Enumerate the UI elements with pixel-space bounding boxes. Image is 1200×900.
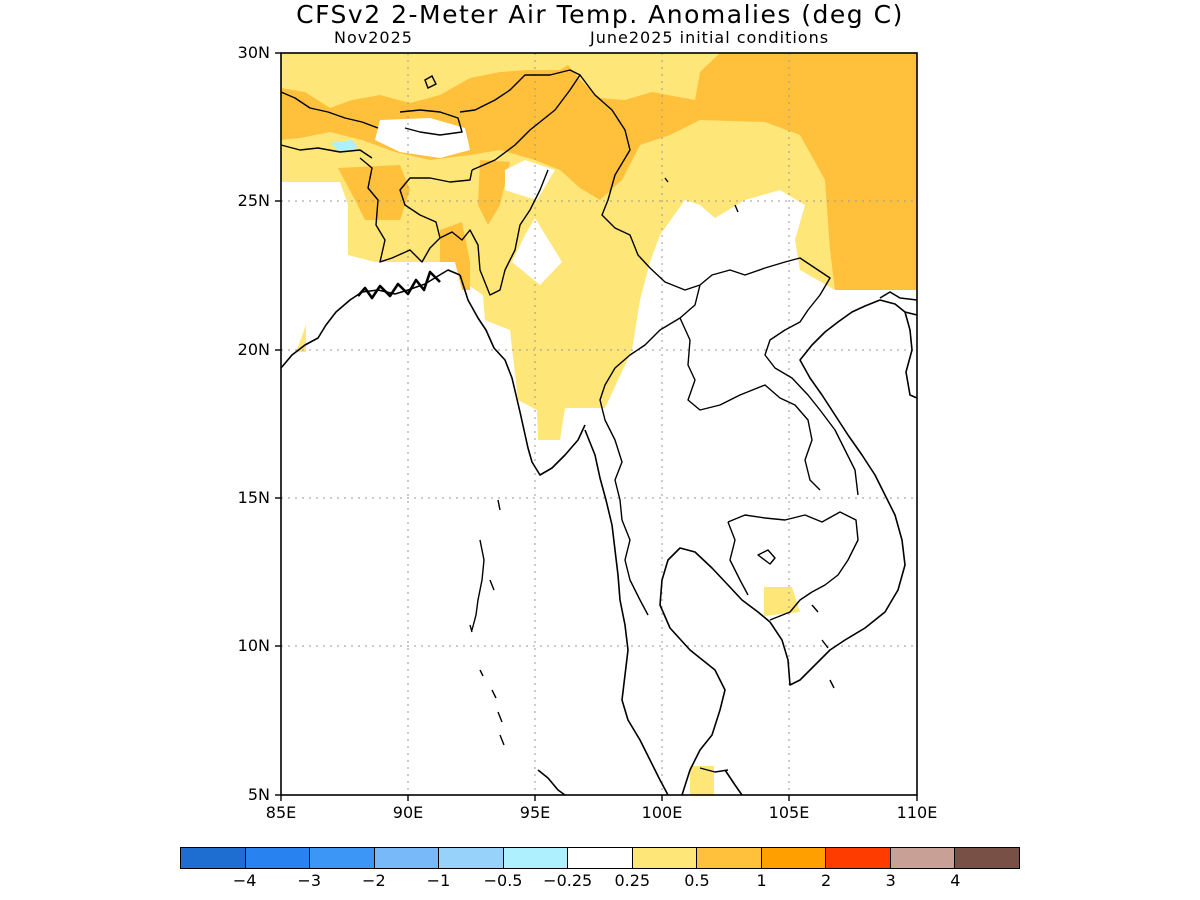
vietnam-coast bbox=[769, 299, 918, 686]
colorbar-swatch bbox=[954, 847, 1020, 869]
tonle-sap bbox=[757, 549, 776, 565]
coastlines bbox=[280, 269, 918, 796]
colorbar-label: 4 bbox=[950, 871, 961, 890]
myanmar-coast bbox=[459, 274, 586, 476]
andaman-islands-2 bbox=[469, 499, 501, 633]
thai-gulf-coast bbox=[659, 547, 771, 796]
anomaly-0.5-1-bangladesh bbox=[338, 165, 410, 220]
colorbar-swatch bbox=[631, 847, 697, 869]
lat-lon-grid bbox=[281, 53, 917, 795]
nicobar-islands bbox=[479, 669, 505, 746]
colorbar-swatch bbox=[696, 847, 761, 869]
lake-spot-2 bbox=[664, 177, 739, 213]
colorbar-swatch bbox=[889, 847, 955, 869]
anomaly-0.25-0.5-cambodia bbox=[764, 587, 800, 616]
lon-label-105e: 105E bbox=[768, 803, 810, 822]
colorbar-label: −3 bbox=[297, 871, 322, 890]
colorbar-swatch bbox=[438, 847, 503, 869]
andaman-islands bbox=[471, 539, 485, 631]
anomaly-negative-spot bbox=[330, 140, 358, 152]
lat-label-20n: 20N bbox=[237, 340, 270, 359]
anomaly-0.25-0.5-west-coast bbox=[281, 325, 306, 352]
colorbar-label: −4 bbox=[232, 871, 257, 890]
islands bbox=[424, 75, 835, 746]
colorbar-swatch bbox=[180, 847, 245, 869]
china-coast bbox=[879, 291, 918, 301]
colorbar-label: −1 bbox=[426, 871, 451, 890]
lon-label-100e: 100E bbox=[641, 803, 683, 822]
colorbar-swatch bbox=[760, 847, 826, 869]
colorbar-swatch bbox=[825, 847, 890, 869]
colorbar-swatch bbox=[502, 847, 568, 869]
india-myanmar-border bbox=[459, 69, 581, 171]
colorbar-swatch bbox=[373, 847, 439, 869]
malay-coast-east bbox=[724, 769, 743, 796]
cambodia-border bbox=[727, 511, 859, 621]
india-bangladesh-coast bbox=[280, 269, 461, 369]
anomaly-fill-layer bbox=[281, 53, 917, 795]
colorbar-label: 1 bbox=[756, 871, 767, 890]
sundarbans bbox=[357, 270, 441, 300]
laos-thailand-border bbox=[679, 317, 821, 491]
lake-spot bbox=[424, 75, 437, 89]
colorbar-label: −0.25 bbox=[543, 871, 593, 890]
axis-ticks bbox=[275, 52, 918, 801]
nepal-border bbox=[280, 91, 379, 129]
colorbar-label: 0.5 bbox=[684, 871, 710, 890]
bhutan-border bbox=[399, 109, 463, 136]
forecast-month-label: Nov2025 bbox=[334, 28, 413, 47]
mekong-delta-islands bbox=[811, 604, 835, 689]
plot-frame bbox=[280, 52, 918, 796]
myanmar-china-border bbox=[579, 74, 701, 291]
lat-label-25n: 25N bbox=[237, 191, 270, 210]
initial-conditions-label: June2025 initial conditions bbox=[590, 28, 830, 47]
colorbar-label: −0.5 bbox=[483, 871, 523, 890]
lon-label-95e: 95E bbox=[519, 803, 551, 822]
nepal-india-border bbox=[280, 144, 373, 159]
neutral-region-myanmar-north bbox=[505, 160, 555, 200]
lat-label-30n: 30N bbox=[237, 43, 270, 62]
bangladesh-border bbox=[359, 157, 473, 263]
colorbar-label: 0.25 bbox=[614, 871, 651, 890]
country-borders bbox=[280, 69, 859, 773]
colorbar-swatch bbox=[244, 847, 310, 869]
neutral-region-myanmar-central bbox=[512, 218, 562, 285]
myanmar-thailand-south bbox=[621, 519, 649, 616]
gulf-of-tonkin bbox=[904, 311, 918, 399]
lat-label-15n: 15N bbox=[237, 488, 270, 507]
laos-vietnam-border bbox=[764, 309, 859, 496]
laos-border bbox=[699, 257, 831, 311]
thailand-malaysia-border bbox=[699, 767, 729, 773]
colorbar-swatch bbox=[309, 847, 374, 869]
neutral-region-tibet bbox=[375, 118, 470, 158]
anomaly-0.5-1-myanmar-north bbox=[478, 160, 510, 225]
colorbar bbox=[180, 847, 1020, 869]
colorbar-swatch bbox=[567, 847, 632, 869]
colorbar-label: 3 bbox=[885, 871, 896, 890]
anomaly-0.25-0.5-south bbox=[690, 766, 714, 795]
sumatra-tip bbox=[537, 769, 566, 796]
colorbar-label: −2 bbox=[362, 871, 386, 890]
thailand-cambodia-border bbox=[727, 521, 749, 596]
lon-label-90e: 90E bbox=[392, 803, 424, 822]
lon-label-110e: 110E bbox=[896, 803, 938, 822]
northeast-india-border bbox=[439, 169, 549, 296]
lon-label-85e: 85E bbox=[265, 803, 297, 822]
chart-title: CFSv2 2-Meter Air Temp. Anomalies (deg C… bbox=[296, 0, 904, 29]
lat-label-10n: 10N bbox=[237, 636, 270, 655]
tenasserim-coast bbox=[584, 429, 669, 796]
myanmar-thailand-border bbox=[599, 284, 701, 521]
colorbar-label: 2 bbox=[821, 871, 832, 890]
lat-label-5n: 5N bbox=[247, 785, 270, 804]
